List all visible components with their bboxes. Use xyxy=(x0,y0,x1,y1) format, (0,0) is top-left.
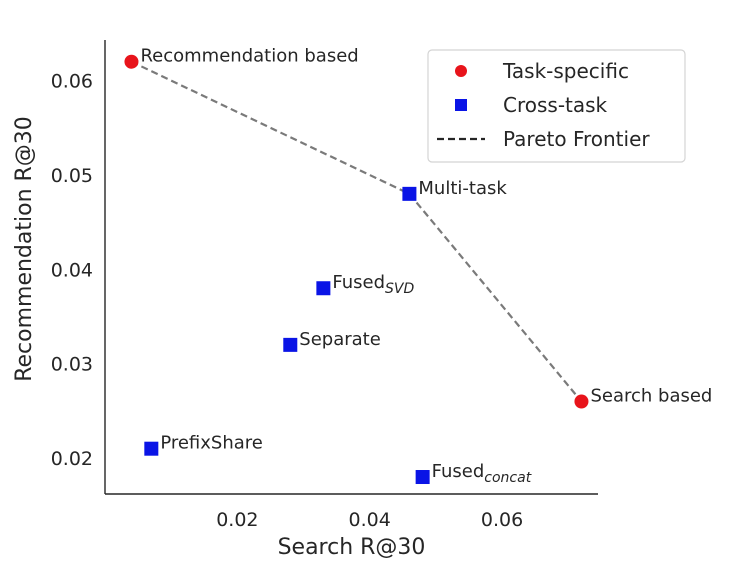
y-tick-label: 0.03 xyxy=(51,354,93,376)
data-points: Recommendation based Search based Multi-ta… xyxy=(124,46,712,486)
point-marker xyxy=(144,441,159,456)
point-label: PrefixShare xyxy=(160,433,263,454)
point-label: Multi-task xyxy=(418,178,507,199)
point-label: Separate xyxy=(299,329,381,350)
y-tick-label: 0.06 xyxy=(51,71,93,93)
x-axis-title: Search R@30 xyxy=(278,535,426,560)
legend-marker-cross-task xyxy=(455,99,467,111)
legend-marker-task-specific xyxy=(455,65,467,77)
point-marker xyxy=(316,281,331,296)
point-label: FusedSVD xyxy=(332,272,414,297)
x-tick-label: 0.04 xyxy=(349,509,391,531)
point-marker xyxy=(415,470,430,485)
legend-label: Pareto Frontier xyxy=(503,127,650,151)
axes: 0.02 0.04 0.06 0.02 0.03 0.04 0.05 0.06 Search R… xyxy=(12,40,598,560)
point-label: Fusedconcat xyxy=(432,461,532,486)
point-marker xyxy=(574,394,589,409)
legend-label: Task-specific xyxy=(502,59,629,83)
y-tick-label: 0.05 xyxy=(51,165,93,187)
y-tick-label: 0.04 xyxy=(51,259,93,281)
legend-box xyxy=(427,49,686,163)
legend: Task-specific Cross-task Pareto Frontier xyxy=(427,49,686,163)
point-label: Recommendation based xyxy=(140,46,358,67)
x-tick-label: 0.02 xyxy=(216,509,258,531)
point-marker xyxy=(124,54,139,69)
y-tick-label: 0.02 xyxy=(51,448,93,470)
point-label: Search based xyxy=(590,386,712,407)
point-marker xyxy=(402,186,417,201)
pareto-frontier-polyline xyxy=(130,60,583,403)
x-tick-label: 0.06 xyxy=(481,509,523,531)
y-axis-title: Recommendation R@30 xyxy=(12,116,37,382)
legend-label: Cross-task xyxy=(503,93,608,117)
pareto-frontier-line xyxy=(130,60,583,403)
point-marker xyxy=(283,337,298,352)
